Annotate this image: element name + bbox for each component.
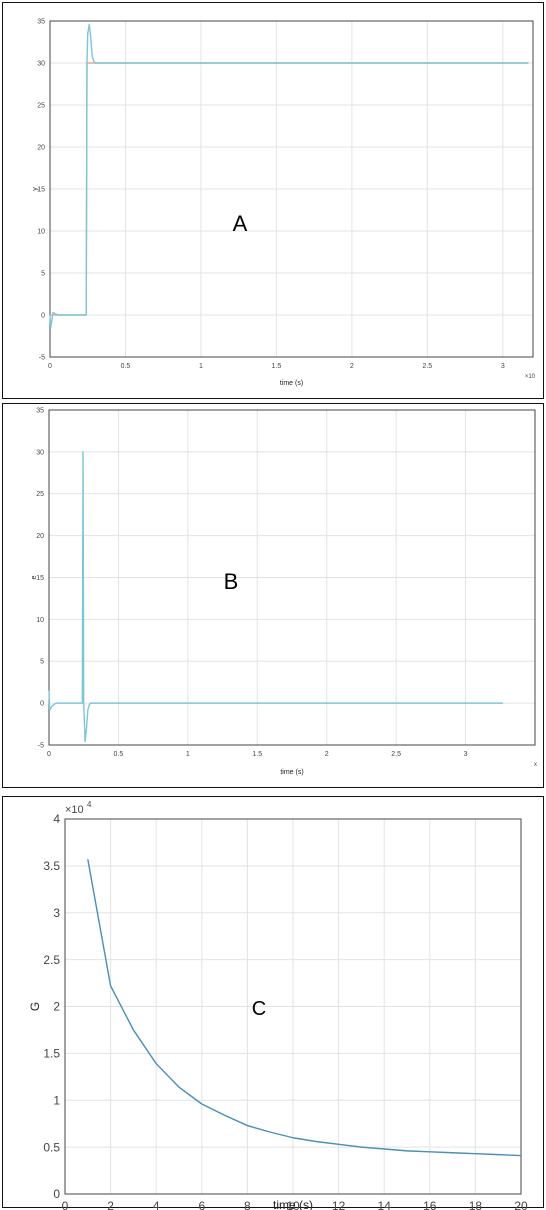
- chart-c-xlabel: time (s): [273, 1198, 313, 1210]
- chart-c-x-tick-label: 10: [286, 1199, 300, 1210]
- chart-panel-b: 0 0.5 1 1.5 2 2.5 3 -5 0 5 10 15 20 25 30 35 time (s) e x B: [2, 403, 544, 788]
- chart-c-x-tick-label: 0: [62, 1199, 69, 1210]
- chart-a-y-tick-label: 0: [41, 312, 45, 319]
- chart-a-x-tick-label: 3: [501, 363, 505, 370]
- chart-a-y-tick-label: 20: [37, 144, 45, 151]
- chart-c-y-tick-label: 0.5: [43, 1140, 60, 1154]
- chart-c-panel-letter: C: [252, 998, 266, 1020]
- chart-c-y-exponent-label: ×10: [65, 804, 84, 816]
- chart-panel-a: 0 0.5 1 1.5 2 2.5 3 -5 0 5 10 15 20 25 30 35 time (s) y ×1…: [2, 2, 544, 399]
- chart-c-y-tick-label: 2: [53, 1000, 60, 1014]
- chart-c-y-exponent-power: 4: [87, 800, 92, 809]
- chart-a-y-tick-label: 10: [37, 228, 45, 235]
- chart-a-ylabel: y: [32, 187, 39, 191]
- chart-a-panel-letter: A: [233, 211, 248, 236]
- chart-c-y-tick-label: 4: [53, 812, 60, 826]
- chart-b-y-tick-label: -5: [38, 742, 44, 749]
- chart-c-x-tick-label: 6: [198, 1199, 205, 1210]
- chart-b-y-tick-label: 5: [40, 659, 44, 666]
- chart-b-y-tick-label: 15: [36, 575, 44, 582]
- chart-b-ylabel: e: [31, 575, 38, 579]
- chart-b-y-tick-label: 20: [36, 533, 44, 540]
- chart-c-svg: 0 2 4 6 8 10 12 14 16 18 20 0 0.5 1 1.5 2 2.5 3 3.5 4 time (…: [28, 800, 528, 1210]
- chart-c-x-tick-label: 2: [107, 1199, 114, 1210]
- chart-c-series-line-0: [87, 859, 522, 1157]
- chart-c-y-tick-label: 1: [53, 1093, 60, 1107]
- chart-b-y-tick-label: 25: [36, 491, 44, 498]
- chart-b-x-tick-label: 2.5: [391, 751, 401, 758]
- chart-a-x-tick-label: 1: [199, 363, 203, 370]
- chart-a-x-tick-label: 1.5: [272, 363, 282, 370]
- chart-a-x-exponent-label: ×10: [525, 374, 536, 380]
- chart-a-xlabel: time (s): [280, 380, 303, 387]
- chart-a-y-tick-label: -5: [39, 354, 45, 361]
- chart-c-x-tick-label: 20: [514, 1199, 528, 1210]
- chart-b-xlabel: time (s): [280, 769, 303, 776]
- chart-c-y-tick-label: 3.5: [43, 859, 60, 873]
- chart-b-y-tick-label: 0: [40, 701, 44, 708]
- chart-a-y-tick-label: 25: [37, 102, 45, 109]
- chart-b-panel-letter: B: [224, 569, 239, 594]
- chart-a-x-tick-label: 0.5: [121, 363, 131, 370]
- chart-c-axes-box: [64, 818, 522, 1195]
- chart-c-x-tick-label: 14: [378, 1199, 392, 1210]
- chart-b-x-tick-label: 1: [186, 751, 190, 758]
- chart-b-axes-box: [48, 409, 536, 746]
- chart-c-x-tick-label: 12: [332, 1199, 346, 1210]
- chart-a-y-tick-label: 5: [41, 270, 45, 277]
- chart-c-x-tick-label: 16: [423, 1199, 437, 1210]
- chart-a-x-tick-label: 2.5: [422, 363, 432, 370]
- chart-c-x-tick-label: 4: [153, 1199, 160, 1210]
- chart-a-x-tick-label: 0: [48, 363, 52, 370]
- chart-b-y-tick-label: 35: [36, 407, 44, 414]
- chart-b-x-tick-label: 0: [47, 751, 51, 758]
- chart-c-y-tick-label: 1.5: [43, 1047, 60, 1061]
- chart-b-x-tick-label: 1.5: [252, 751, 262, 758]
- chart-b-x-exponent-label: x: [534, 762, 537, 768]
- chart-panel-c: 0 2 4 6 8 10 12 14 16 18 20 0 0.5 1 1.5 2 2.5 3 3.5 4 time (…: [2, 796, 544, 1210]
- chart-a-axes-box: [49, 20, 534, 358]
- chart-c-ylabel: G: [28, 1002, 42, 1011]
- chart-a-x-tick-label: 2: [350, 363, 354, 370]
- chart-c-y-tick-label: 2.5: [43, 953, 60, 967]
- chart-b-x-tick-label: 0.5: [114, 751, 124, 758]
- chart-c-y-tick-label: 3: [53, 906, 60, 920]
- chart-b-series-line-0: [48, 451, 504, 743]
- chart-a-y-tick-label: 35: [37, 18, 45, 25]
- chart-b-y-tick-label: 10: [36, 617, 44, 624]
- chart-a-series-line-1: [49, 23, 529, 329]
- chart-c-y-tick-label: 0: [53, 1187, 60, 1201]
- chart-c-x-tick-label: 8: [244, 1199, 251, 1210]
- chart-b-y-tick-label: 30: [36, 449, 44, 456]
- chart-b-x-tick-label: 3: [464, 751, 468, 758]
- chart-a-y-tick-label: 30: [37, 60, 45, 67]
- chart-b-x-tick-label: 2: [325, 751, 329, 758]
- chart-c-x-tick-label: 18: [469, 1199, 483, 1210]
- chart-a-y-tick-label: 15: [37, 186, 45, 193]
